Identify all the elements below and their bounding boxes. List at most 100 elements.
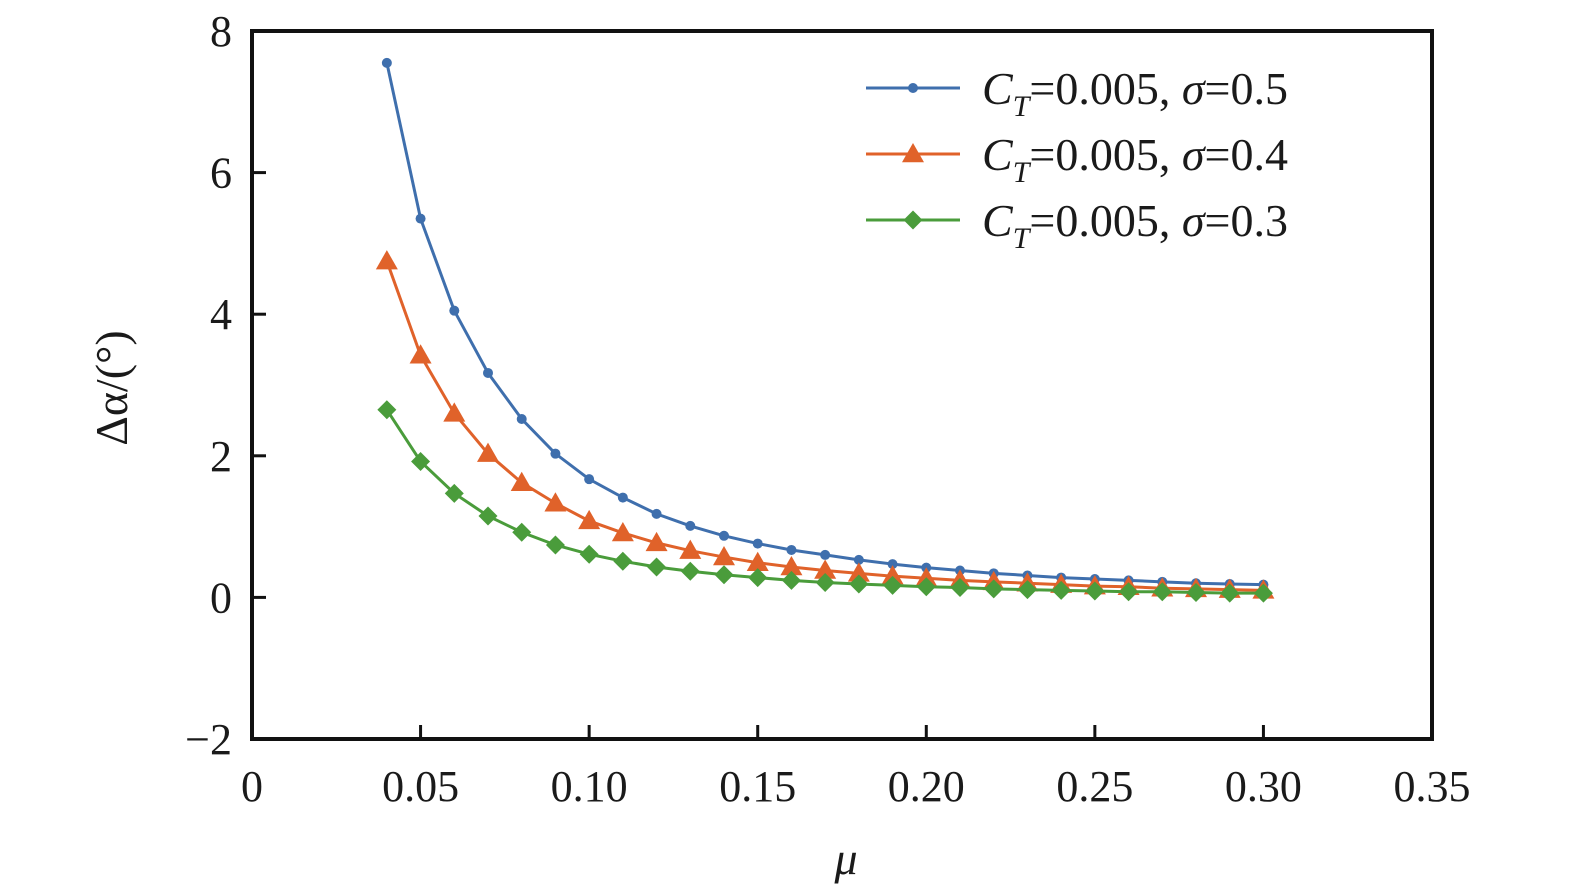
data-point [714, 565, 734, 585]
data-point [1220, 583, 1240, 603]
data-point [611, 521, 634, 542]
x-tick-label: 0.30 [1225, 762, 1302, 811]
data-point [746, 551, 769, 571]
y-tick-label: 4 [210, 290, 232, 339]
y-tick-label: 8 [210, 7, 232, 56]
legend-item: CT=0.005, σ=0.3 [866, 195, 1288, 255]
data-point [814, 559, 837, 579]
data-point [849, 574, 869, 594]
data-point [752, 538, 763, 549]
legend-label: CT=0.005, σ=0.3 [982, 195, 1288, 255]
data-point [409, 344, 432, 364]
data-point [1017, 580, 1037, 600]
data-point [1152, 582, 1172, 602]
legend-label-part: =0.5 [1205, 63, 1288, 114]
data-point [584, 474, 595, 485]
data-point [916, 577, 936, 597]
data-point [483, 367, 493, 378]
legend-item: CT=0.005, σ=0.5 [866, 63, 1288, 123]
x-tick-label: 0.35 [1394, 762, 1471, 811]
data-point [375, 250, 398, 270]
data-point [820, 549, 831, 560]
legend-label-part: =0.005, [1029, 63, 1181, 114]
legend: CT=0.005, σ=0.5CT=0.005, σ=0.4CT=0.005, … [866, 63, 1288, 255]
x-axis-ticks: 0 0.05 0.10 0.15 0.20 0.25 0.30 0.35 [241, 725, 1471, 811]
legend-label-part: =0.4 [1205, 129, 1288, 180]
y-tick-label: −2 [185, 715, 232, 764]
legend-label-part: =0.005, [1029, 195, 1181, 246]
data-point [544, 492, 567, 512]
series-3 [377, 400, 1273, 603]
x-tick-label: 0.25 [1056, 762, 1133, 811]
y-tick-label: 0 [210, 573, 232, 622]
data-point [510, 471, 533, 491]
legend-label-part: C [982, 195, 1014, 246]
data-point [545, 535, 565, 555]
data-point [883, 575, 903, 595]
data-point [748, 568, 768, 588]
data-point [679, 539, 702, 559]
data-point [915, 567, 938, 587]
legend-label-part: =0.005, [1029, 129, 1181, 180]
data-point [950, 577, 970, 597]
data-point [1253, 583, 1273, 603]
series-2 [375, 250, 1275, 599]
legend-marker [902, 143, 924, 163]
x-tick-label: 0.15 [719, 762, 796, 811]
data-point [477, 442, 499, 462]
data-point [815, 573, 835, 593]
legend-item: CT=0.005, σ=0.4 [866, 129, 1288, 189]
y-tick-label: 6 [210, 149, 232, 198]
data-point [478, 506, 498, 526]
data-point [516, 413, 527, 424]
legend-label-part: σ [1182, 129, 1207, 180]
data-point [680, 561, 700, 581]
x-tick-label: 0.05 [382, 762, 459, 811]
data-point [381, 57, 392, 68]
x-axis-title: μ [833, 833, 857, 884]
data-point [578, 509, 601, 530]
data-point [685, 520, 696, 531]
data-point [853, 554, 864, 565]
legend-label-part: C [982, 63, 1014, 114]
data-point [645, 531, 668, 552]
data-point [847, 562, 870, 582]
data-point [984, 579, 1004, 599]
data-point [1085, 581, 1105, 601]
legend-label-part: σ [1182, 63, 1207, 114]
data-point [780, 555, 803, 576]
data-point [411, 451, 431, 471]
legend-label-part: σ [1182, 195, 1207, 246]
data-point [617, 492, 628, 503]
y-axis-title: Δα/(°) [86, 330, 137, 446]
x-tick-label: 0 [241, 762, 263, 811]
data-point [1119, 582, 1139, 602]
plot-frame [250, 29, 1434, 741]
legend-label-part: T [1013, 222, 1032, 255]
legend-label: CT=0.005, σ=0.5 [982, 63, 1288, 123]
data-point [887, 559, 898, 570]
data-point [579, 544, 599, 564]
data-point [786, 544, 797, 555]
y-tick-label: 2 [210, 432, 232, 481]
legend-label-part: T [1013, 156, 1032, 189]
x-tick-label: 0.10 [551, 762, 628, 811]
data-point [719, 530, 729, 541]
data-point [881, 565, 904, 585]
data-point [613, 551, 633, 571]
data-point [443, 402, 466, 422]
legend-label-part: =0.3 [1205, 195, 1288, 246]
data-point [449, 305, 460, 316]
data-point [647, 557, 667, 577]
data-point [415, 213, 426, 224]
plot-marks [375, 57, 1275, 603]
legend-label: CT=0.005, σ=0.4 [982, 129, 1288, 189]
y-axis-ticks: −2 0 2 4 6 8 [185, 7, 266, 764]
legend-label-part: T [1013, 90, 1032, 123]
legend-label-part: C [982, 129, 1014, 180]
data-point [651, 508, 662, 519]
x-tick-label: 0.20 [888, 762, 965, 811]
series-line [385, 260, 1264, 592]
data-point [512, 522, 532, 542]
